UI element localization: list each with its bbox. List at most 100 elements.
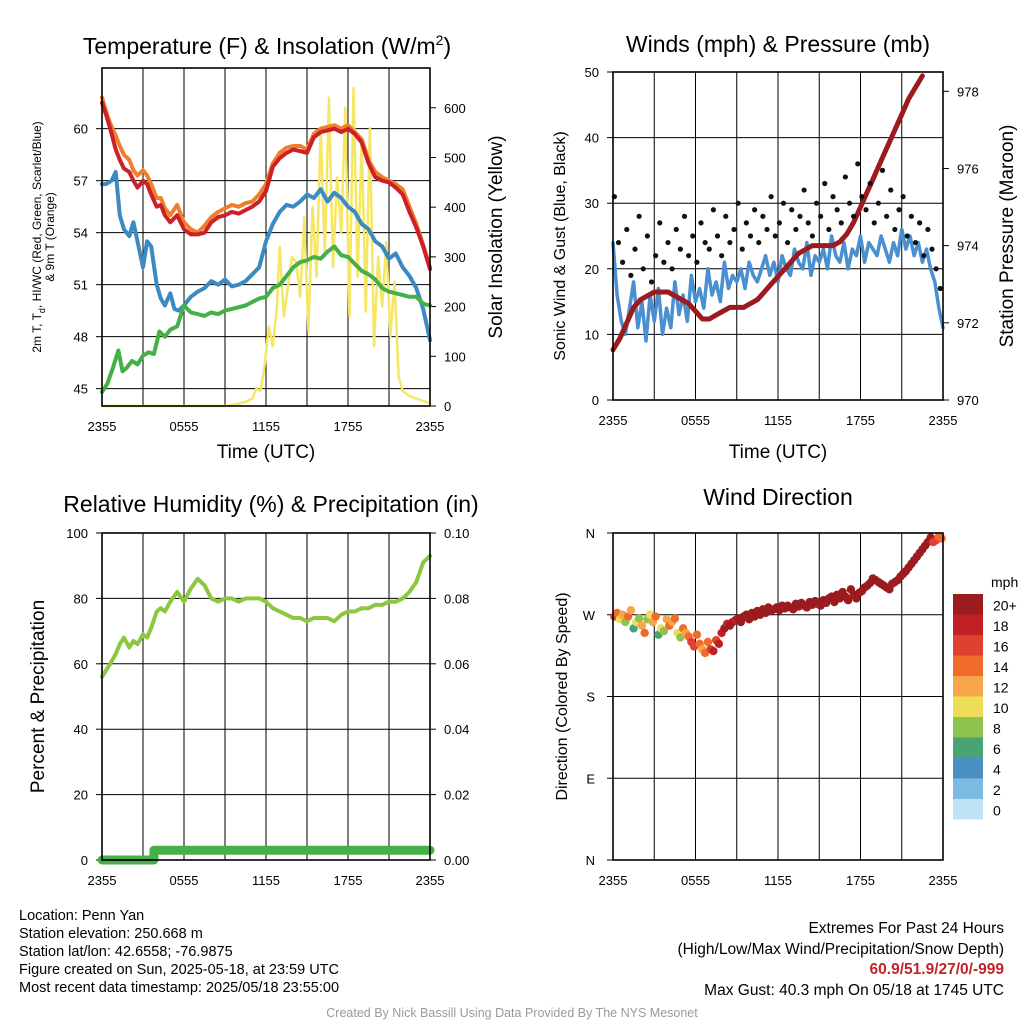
y-tick-label: 10: [585, 327, 599, 342]
gust-point: [747, 233, 754, 239]
x-tick-label: 2355: [416, 873, 445, 888]
gust-point: [826, 226, 832, 233]
legend-label: 12: [993, 679, 1009, 695]
wind-panel: 2355 0555 1155 1755 235501020304050970972974…: [552, 31, 1018, 463]
humidity-line: [100, 553, 432, 679]
y2-tick-label: 0.06: [444, 657, 469, 672]
wind-speed-line: [611, 227, 945, 343]
y-tick-label: 54: [74, 226, 88, 241]
gust-point: [801, 187, 807, 193]
gust-point: [702, 239, 708, 246]
extremes-values: 60.9/51.9/27/0/-999: [869, 961, 1004, 978]
plot-border: [101, 67, 431, 407]
gust-point: [867, 180, 873, 187]
gust-point: [813, 200, 820, 206]
y-axis-label-group: Direction (Colored By Speed): [554, 592, 571, 800]
gust-point: [768, 194, 774, 200]
direction-point: [623, 612, 633, 621]
y-tick-label: 80: [74, 591, 88, 606]
gust-point: [681, 213, 688, 219]
direction-point: [659, 626, 669, 636]
gust-point: [760, 213, 766, 219]
gust-point: [904, 233, 910, 239]
x-tick-label: 1155: [764, 413, 792, 428]
x-tick-label: 2355: [599, 873, 628, 888]
legend-swatch: [953, 594, 983, 615]
location-text: Location: Penn Yan: [19, 908, 145, 924]
max-gust-text: Max Gust: 40.3 mph On 05/18 at 1745 UTC: [704, 981, 1004, 999]
gust-point: [719, 253, 725, 259]
gust-point: [620, 259, 626, 265]
legend-swatch: [953, 737, 983, 758]
ylabel-subscript: d: [37, 308, 47, 313]
station-info: Location: Penn Yan Station elevation: 25…: [19, 907, 339, 997]
gust-point: [764, 226, 770, 233]
title-main: Temperature (F) & Insolation (W/m: [83, 33, 436, 59]
legend-label: 20+: [993, 597, 1017, 613]
gust-point: [875, 200, 881, 206]
legend-label: 8: [993, 720, 1001, 736]
gust-point: [879, 167, 886, 173]
gust-point: [644, 233, 650, 239]
gust-point: [871, 220, 877, 226]
credit-text: Created By Nick Bassill Using Data Provi…: [326, 1006, 698, 1020]
direction-point: [637, 621, 647, 630]
gust-point: [673, 226, 679, 233]
gust-point: [739, 246, 745, 252]
legend-label: 18: [993, 618, 1009, 634]
gust-point: [785, 239, 791, 246]
gust-point: [772, 233, 778, 239]
gust-point: [863, 207, 869, 213]
y2-axis-label-group: Solar Insolation (Yellow): [486, 135, 507, 338]
y2-tick-label: 0.02: [444, 788, 469, 803]
gust-point: [735, 200, 741, 206]
y-tick-label: 50: [585, 65, 599, 80]
humidity-chart-title: Relative Humidity (%) & Precipitation (i…: [63, 491, 478, 517]
direction-tick-label: S: [586, 690, 595, 705]
ylabel-part: , HI/WC (Red, Green, Scarlet/Blue): [30, 121, 44, 308]
legend-label: 2: [993, 782, 1001, 798]
plot-border: [612, 71, 944, 401]
gust-point: [756, 239, 762, 246]
direction-tick-label: E: [586, 771, 595, 786]
gust-point: [628, 272, 634, 278]
gust-point: [912, 239, 919, 246]
gust-point: [834, 207, 840, 213]
direction-point: [634, 614, 644, 623]
direction-tick-label: N: [586, 526, 595, 541]
gust-point: [793, 226, 799, 233]
direction-point: [640, 628, 649, 638]
y-tick-label: 60: [74, 122, 88, 137]
legend-label: 14: [993, 659, 1009, 675]
gust-point: [698, 220, 704, 226]
y2-tick-label: 600: [444, 101, 466, 116]
y-tick-label: 51: [74, 278, 88, 293]
y2-tick-label: 100: [444, 349, 466, 364]
plot-border: [101, 532, 431, 861]
gust-point: [694, 259, 700, 265]
gust-point: [917, 220, 923, 226]
direction-point: [843, 596, 853, 605]
gust-point: [776, 220, 782, 226]
direction-tick-label: W: [583, 608, 596, 623]
gust-point: [665, 239, 671, 246]
gust-point: [640, 266, 646, 272]
extremes-title: Extremes For Past 24 Hours: [808, 920, 1004, 937]
temperature-series-line: [100, 244, 432, 395]
y-tick-label: 0: [592, 393, 599, 408]
y2-tick-label: 200: [444, 300, 466, 315]
ylabel-part: 2m T, T: [30, 312, 44, 352]
x-tick-label: 2355: [929, 413, 958, 428]
y-tick-label: 100: [66, 526, 88, 541]
gust-point: [710, 207, 716, 213]
gust-point: [855, 161, 861, 167]
gust-point: [805, 220, 811, 226]
y-tick-label: 30: [585, 196, 599, 211]
gust-point: [851, 213, 857, 219]
gust-point: [838, 220, 844, 226]
extremes-panel: Extremes For Past 24 Hours (High/Low/Max…: [678, 919, 1005, 1001]
direction-chart-title: Wind Direction: [703, 484, 853, 510]
wind-chart-title: Winds (mph) & Pressure (mb): [626, 31, 930, 57]
temperature-series-line: [100, 86, 432, 408]
